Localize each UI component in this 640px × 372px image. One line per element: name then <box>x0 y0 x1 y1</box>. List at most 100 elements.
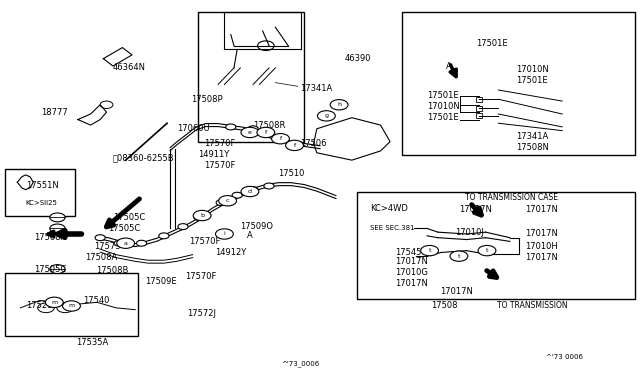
Text: 17508P: 17508P <box>191 95 223 104</box>
Text: f: f <box>294 143 296 148</box>
Text: 17508N: 17508N <box>516 143 549 152</box>
Circle shape <box>241 127 259 138</box>
Text: 17010G: 17010G <box>395 268 428 277</box>
Text: 17017N: 17017N <box>459 205 492 215</box>
Text: 46390: 46390 <box>344 54 371 63</box>
Bar <box>4 169 75 215</box>
Circle shape <box>219 196 237 206</box>
Text: 17017N: 17017N <box>440 287 473 296</box>
Text: 17545: 17545 <box>395 248 422 257</box>
Text: c: c <box>226 198 229 203</box>
Circle shape <box>317 111 335 121</box>
Text: 17570F: 17570F <box>189 237 221 246</box>
Text: t: t <box>458 254 460 259</box>
Text: 17508B: 17508B <box>96 266 128 275</box>
Circle shape <box>45 297 63 308</box>
Text: e: e <box>248 130 252 135</box>
Text: KC>SII25: KC>SII25 <box>26 200 58 206</box>
Text: 17060U: 17060U <box>177 124 209 133</box>
Circle shape <box>116 238 134 248</box>
Text: 17010N: 17010N <box>516 65 549 74</box>
Text: A: A <box>246 231 252 240</box>
Text: 17505C: 17505C <box>113 213 145 222</box>
Text: 17017N: 17017N <box>525 253 558 263</box>
Circle shape <box>257 127 275 138</box>
Text: 17508A: 17508A <box>35 233 67 242</box>
Text: h: h <box>337 102 341 107</box>
Text: 46364N: 46364N <box>113 63 146 72</box>
Text: 17501E: 17501E <box>427 91 459 100</box>
Circle shape <box>330 100 348 110</box>
Text: 17509O: 17509O <box>241 222 273 231</box>
Circle shape <box>216 200 227 206</box>
Text: a: a <box>124 241 127 246</box>
Bar <box>401 13 636 155</box>
Text: A: A <box>446 61 452 71</box>
Text: 17017N: 17017N <box>395 279 428 288</box>
Text: 17540: 17540 <box>83 296 109 305</box>
Text: f: f <box>265 130 267 135</box>
Circle shape <box>50 264 65 273</box>
Text: 17509E: 17509E <box>145 278 177 286</box>
Text: ^'73_0006: ^'73_0006 <box>282 360 320 367</box>
Text: 14912Y: 14912Y <box>215 248 246 257</box>
Text: g: g <box>324 113 328 118</box>
Text: 14911Y: 14911Y <box>198 150 229 159</box>
Circle shape <box>193 211 211 221</box>
Text: 17505C: 17505C <box>35 264 67 273</box>
Text: 17501E: 17501E <box>476 39 508 48</box>
Text: m: m <box>51 300 58 305</box>
Text: d: d <box>248 189 252 194</box>
Circle shape <box>257 41 274 51</box>
Text: TO TRANSMISSION: TO TRANSMISSION <box>497 301 568 311</box>
Circle shape <box>159 233 169 239</box>
Text: 17510: 17510 <box>278 169 305 177</box>
Text: 17501E: 17501E <box>427 113 459 122</box>
Text: 17341A: 17341A <box>300 84 332 93</box>
Circle shape <box>420 246 438 256</box>
Circle shape <box>248 187 258 193</box>
Text: 17505C: 17505C <box>108 224 141 233</box>
Text: t: t <box>486 248 488 253</box>
Text: 17501E: 17501E <box>516 76 548 85</box>
Text: TO TRANSMISSION CASE: TO TRANSMISSION CASE <box>465 193 558 202</box>
Circle shape <box>178 224 188 230</box>
Bar <box>476 97 483 102</box>
Circle shape <box>450 251 468 261</box>
Text: 17341A: 17341A <box>516 132 548 141</box>
Text: 17506: 17506 <box>300 139 326 148</box>
Circle shape <box>114 240 124 246</box>
Circle shape <box>100 101 113 109</box>
Text: 17570F: 17570F <box>204 161 236 170</box>
Text: t: t <box>428 248 431 253</box>
Circle shape <box>63 301 81 311</box>
Circle shape <box>241 186 259 197</box>
Circle shape <box>226 124 236 130</box>
Text: 17551N: 17551N <box>26 182 58 190</box>
Text: f: f <box>280 136 282 141</box>
Polygon shape <box>314 118 390 160</box>
Circle shape <box>289 141 300 147</box>
Circle shape <box>285 140 303 151</box>
Text: 18777: 18777 <box>41 108 68 117</box>
Circle shape <box>50 224 65 233</box>
Circle shape <box>38 303 54 312</box>
Bar <box>198 13 304 142</box>
Text: 17017N: 17017N <box>525 205 558 215</box>
Text: 17508: 17508 <box>431 301 458 311</box>
Text: 17570F: 17570F <box>204 139 236 148</box>
Text: b: b <box>200 213 204 218</box>
Text: 17572J: 17572J <box>188 309 216 318</box>
Circle shape <box>478 246 496 256</box>
Text: 17017N: 17017N <box>525 230 558 238</box>
Text: 17010J: 17010J <box>455 228 484 237</box>
Text: ^'73 0006: ^'73 0006 <box>546 353 583 360</box>
Bar <box>476 113 483 118</box>
Text: 17528F: 17528F <box>26 301 57 311</box>
Text: 倅08360-6255B: 倅08360-6255B <box>113 154 175 163</box>
Text: KC>4WD: KC>4WD <box>370 203 408 213</box>
Text: 17508A: 17508A <box>86 253 118 263</box>
Text: 17017N: 17017N <box>395 257 428 266</box>
Text: 17010N: 17010N <box>427 102 460 111</box>
Circle shape <box>95 235 105 241</box>
